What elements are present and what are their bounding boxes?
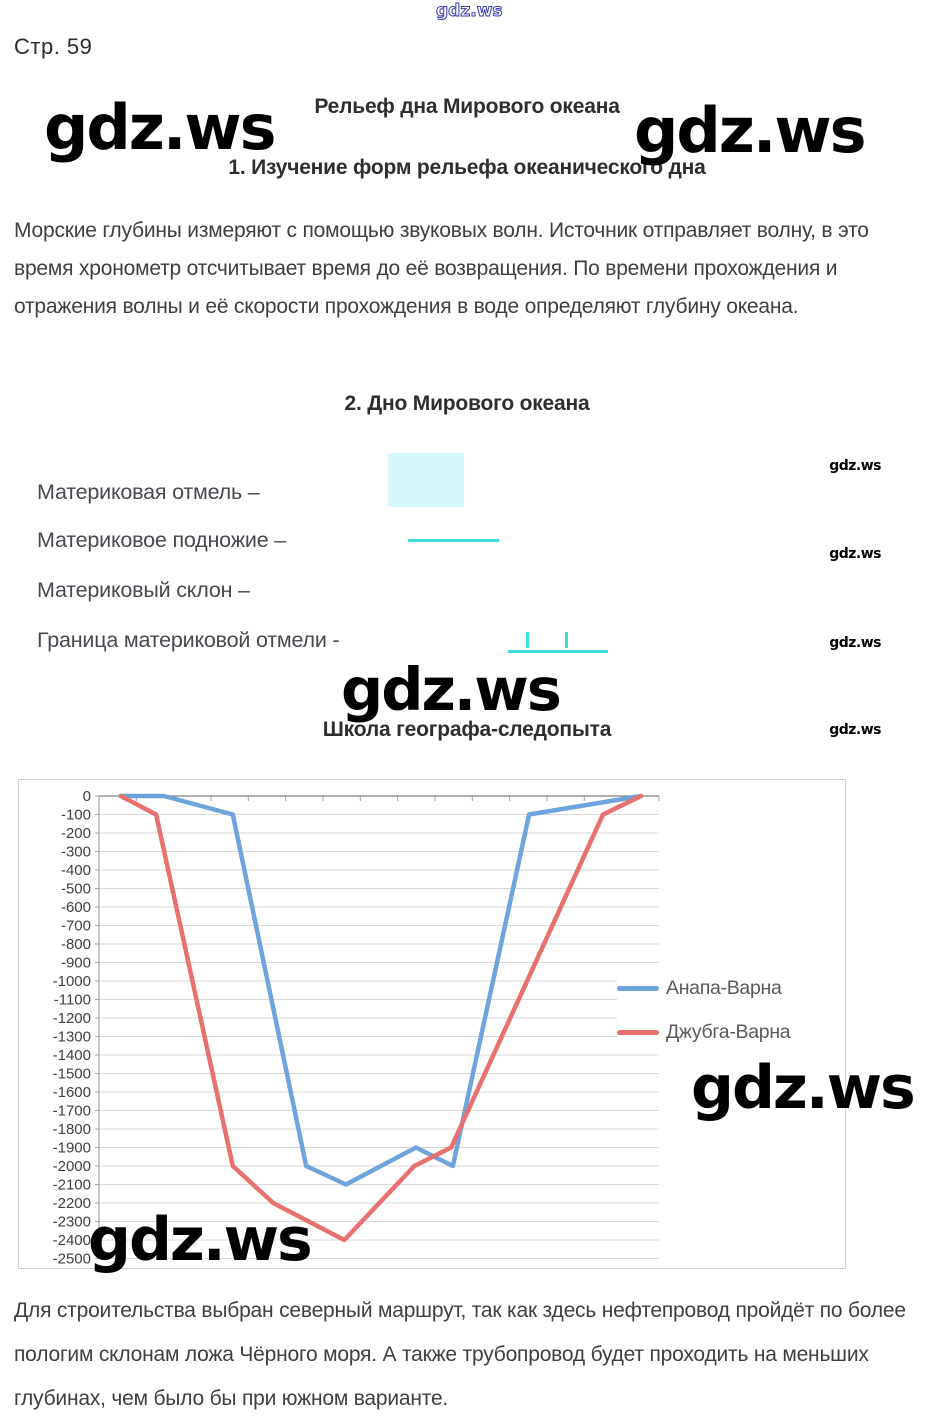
y-axis-label: -300 (61, 844, 91, 861)
y-axis-label: -1900 (53, 1140, 91, 1157)
y-axis-label: -200 (61, 825, 91, 842)
y-axis-label: -500 (61, 881, 91, 898)
foot-line-symbol (408, 539, 499, 542)
y-axis-label: -1000 (53, 973, 91, 990)
shelf-fill-symbol (388, 453, 464, 507)
y-axis-label: -100 (61, 807, 91, 824)
conclusion-paragraph: Для строительства выбран северный маршру… (14, 1299, 906, 1410)
y-axis-label: -600 (61, 899, 91, 916)
main-title: Рельеф дна Мирового океана (314, 95, 620, 118)
shelf-border-baseline (508, 650, 608, 653)
y-axis-label: -400 (61, 862, 91, 879)
legend-label-slope: Материковый склон – (37, 578, 250, 602)
y-axis-label: -900 (61, 955, 91, 972)
section-1-heading: 1. Изучение форм рельефа океанического д… (228, 156, 706, 179)
dzhubga-varna-line-swatch (617, 1029, 659, 1035)
y-axis-label: 0 (83, 788, 91, 805)
y-axis-label: -2200 (53, 1195, 91, 1212)
chart-legend-row-anapa: Анапа-Варна (617, 976, 845, 999)
y-axis-label: -1400 (53, 1047, 91, 1064)
y-axis-label: -2100 (53, 1177, 91, 1194)
chart-legend-row-dzhubga: Джубга-Варна (617, 1020, 845, 1043)
y-axis-label: -800 (61, 936, 91, 953)
anapa-varna-label: Анапа-Варна (666, 976, 782, 999)
y-axis-label: -2500 (53, 1251, 91, 1268)
legend-label-shelf-border: Граница материковой отмели - (37, 628, 340, 652)
y-axis-label: -1600 (53, 1084, 91, 1101)
y-axis-label: -2400 (53, 1232, 91, 1249)
school-heading: Школа географа-следопыта (322, 718, 612, 741)
y-axis-label: -1500 (53, 1066, 91, 1083)
y-axis-label: -1700 (53, 1103, 91, 1120)
y-axis-label: -2000 (53, 1158, 91, 1175)
legend-label-foot: Материковое подножие – (37, 528, 286, 552)
y-axis-label: -2300 (53, 1214, 91, 1231)
chart-legend: Анапа-Варна Джубга-Варна (617, 972, 845, 1048)
legend-label-shelf: Материковая отмель – (37, 480, 260, 504)
shelf-border-symbol (508, 632, 608, 653)
shelf-border-tick-2 (565, 632, 568, 648)
y-axis-label: -1800 (53, 1121, 91, 1138)
chart-canvas: 0 -100-200 -300-400 -500-600 -700-800 -900-10… (53, 788, 660, 1268)
watermark-small-2: gdz.ws (829, 546, 881, 562)
anapa-varna-line-swatch (617, 985, 659, 991)
page-number: Стр. 59 (14, 34, 93, 59)
section-2-heading: 2. Дно Мирового океана (344, 392, 590, 415)
series-line-1 (118, 793, 644, 1243)
dzhubga-varna-label: Джубга-Варна (666, 1020, 791, 1043)
shelf-border-tick-1 (526, 632, 529, 648)
depth-profile-chart: 0 -100 -200 -300 -400 -500 -600 -700 -800 -900 -10… (18, 779, 846, 1269)
series-line-0 (118, 793, 644, 1187)
watermark-small-3: gdz.ws (829, 635, 881, 651)
watermark-top-center: gdz.ws (436, 1, 504, 21)
y-axis-label: -700 (61, 918, 91, 935)
y-axis-label: -1100 (54, 992, 91, 1009)
watermark-center: gdz.ws (341, 655, 562, 724)
y-axis-label: -1300 (53, 1029, 91, 1046)
y-axis-label: -1200 (53, 1010, 91, 1027)
intro-paragraph: Морские глубины измеряют с помощью звуко… (14, 219, 869, 318)
watermark-small-1: gdz.ws (829, 458, 881, 474)
